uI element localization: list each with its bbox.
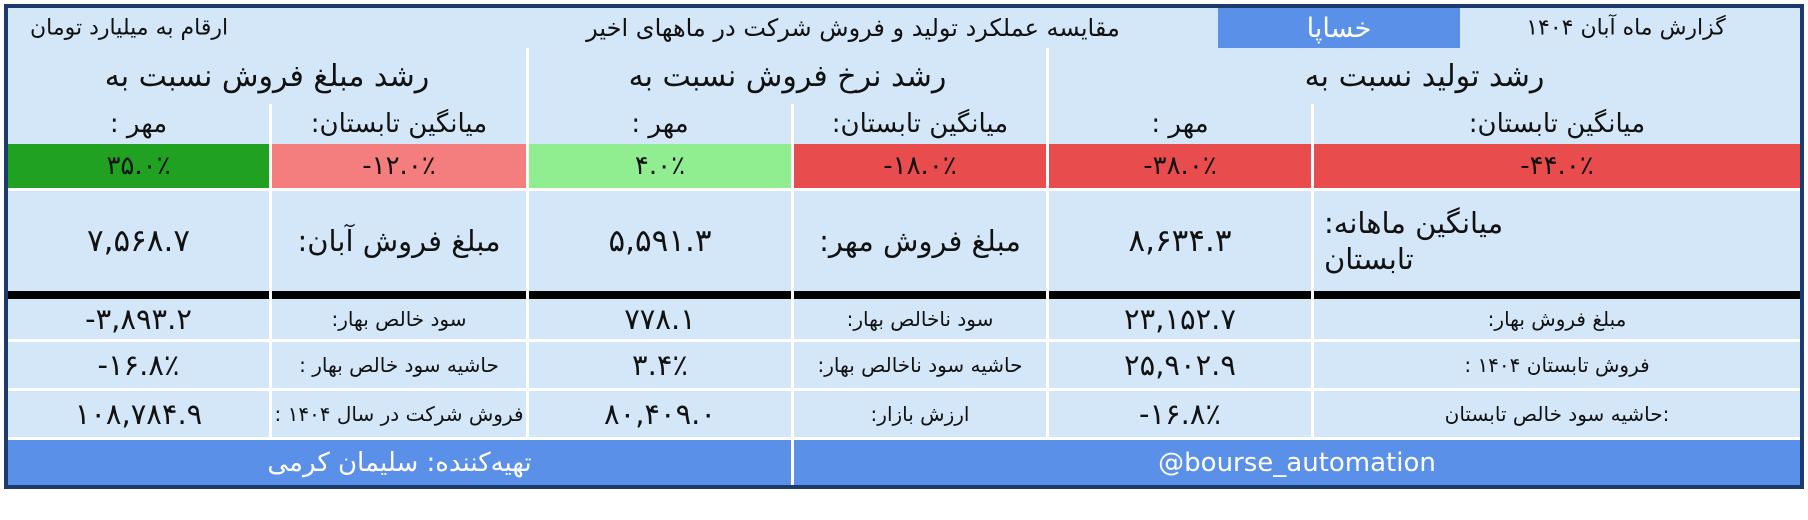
- label-text: :حاشیه سود خالص تابستان: [1444, 402, 1670, 426]
- detail-value: ۲۳,۱۵۲.۷: [1049, 291, 1311, 339]
- ticker-badge: خساپا: [1218, 8, 1460, 48]
- report-date-label: گزارش ماه آبان ۱۴۰۴: [1526, 15, 1726, 41]
- aban-sales-label: مبلغ فروش آبان:: [272, 191, 526, 291]
- group-title-row: رشد تولید نسبت به رشد نرخ فروش نسبت به ر…: [8, 48, 1800, 104]
- value-text: -۳,۸۹۳.۲: [85, 302, 192, 336]
- growth-row: -۴۴.۰٪ -۳۸.۰٪ -۱۸.۰٪ ۴.۰٪ -۱۲.۰٪ ۳۵.۰٪: [8, 144, 1800, 188]
- growth-value: -۱۸.۰٪: [883, 151, 957, 181]
- growth-cell-production-summer: -۴۴.۰٪: [1314, 144, 1800, 188]
- report-table: گزارش ماه آبان ۱۴۰۴ خساپا مقایسه عملکرد …: [4, 4, 1804, 489]
- growth-value: ۴.۰٪: [634, 151, 686, 181]
- detail-value: ۲۵,۹۰۲.۹: [1049, 342, 1311, 388]
- growth-cell-amount-summer: -۱۲.۰٪: [272, 144, 526, 188]
- value-text: ۳.۴٪: [632, 348, 688, 382]
- value-text: ۵,۵۹۱.۳: [608, 223, 712, 259]
- group-title-text: رشد تولید نسبت به: [1304, 58, 1545, 94]
- subheader-text: میانگین تابستان:: [1468, 109, 1646, 139]
- label-text: حاشیه سود خالص بهار :: [299, 353, 499, 377]
- value-text: ۱۰۸,۷۸۴.۹: [74, 397, 203, 431]
- growth-value: -۱۲.۰٪: [362, 151, 436, 181]
- growth-value: -۳۸.۰٪: [1143, 151, 1217, 181]
- detail-label: فروش تابستان ۱۴۰۴ :: [1314, 342, 1800, 388]
- summer-monthly-avg-label: میانگین ماهانه: تابستان: [1314, 191, 1800, 291]
- subheader-cell: میانگین تابستان:: [794, 104, 1046, 144]
- detail-label: حاشیه سود خالص بهار :: [272, 342, 526, 388]
- label-text: فروش شرکت در سال ۱۴۰۴ :: [274, 402, 524, 426]
- subheader-text: مهر :: [1151, 109, 1209, 139]
- group-title-text: رشد مبلغ فروش نسبت به: [104, 58, 430, 94]
- channel-handle: @bourse_automation: [1158, 447, 1436, 478]
- detail-value: ۷۷۸.۱: [529, 291, 791, 339]
- mehr-sales-label: مبلغ فروش مهر:: [794, 191, 1046, 291]
- value-text: ۸۰,۴۰۹.۰: [604, 397, 716, 431]
- subheader-text: مهر :: [109, 109, 168, 139]
- subheader-cell: مهر :: [529, 104, 791, 144]
- detail-label: سود خالص بهار:: [272, 291, 526, 339]
- sales-row: میانگین ماهانه: تابستان ۸,۶۳۴.۳ مبلغ فرو…: [8, 191, 1800, 291]
- detail-label: حاشیه سود ناخالص بهار:: [794, 342, 1046, 388]
- detail-row-2: فروش تابستان ۱۴۰۴ : ۲۵,۹۰۲.۹ حاشیه سود ن…: [8, 342, 1800, 388]
- label-text: مبلغ فروش مهر:: [819, 224, 1021, 258]
- detail-value: -۱۶.۸٪: [8, 342, 269, 388]
- channel-banner: @bourse_automation: [794, 440, 1800, 485]
- group-title-text: رشد نرخ فروش نسبت به: [628, 58, 947, 94]
- detail-value: ۱۰۸,۷۸۴.۹: [8, 391, 269, 437]
- detail-value: ۳.۴٪: [529, 342, 791, 388]
- growth-cell-production-mehr: -۳۸.۰٪: [1049, 144, 1311, 188]
- growth-cell-rate-mehr: ۴.۰٪: [529, 144, 791, 188]
- report-title: مقایسه عملکرد تولید و فروش شرکت در ماهها…: [586, 14, 1120, 42]
- growth-value: -۴۴.۰٪: [1520, 151, 1594, 181]
- header-strip: گزارش ماه آبان ۱۴۰۴ خساپا مقایسه عملکرد …: [8, 8, 1800, 48]
- detail-label: فروش شرکت در سال ۱۴۰۴ :: [272, 391, 526, 437]
- value-text: ۲۳,۱۵۲.۷: [1124, 302, 1236, 336]
- label-text: سود ناخالص بهار:: [846, 307, 994, 331]
- detail-label: ارزش بازار:: [794, 391, 1046, 437]
- aban-sales-value: ۷,۵۶۸.۷: [8, 191, 269, 291]
- detail-row-1: مبلغ فروش بهار: ۲۳,۱۵۲.۷ سود ناخالص بهار…: [8, 291, 1800, 339]
- value-text: -۱۶.۸٪: [1139, 397, 1221, 431]
- subheader-cell: مهر :: [8, 104, 269, 144]
- subheader-text: میانگین تابستان:: [310, 109, 488, 139]
- group-title-sales-amount: رشد مبلغ فروش نسبت به: [8, 48, 526, 104]
- value-text: ۲۵,۹۰۲.۹: [1124, 348, 1236, 382]
- subheader-cell: مهر :: [1049, 104, 1311, 144]
- subheader-text: مهر :: [631, 109, 689, 139]
- label-line: میانگین ماهانه:: [1324, 205, 1504, 240]
- label-text: سود خالص بهار:: [331, 307, 467, 331]
- group-title-production: رشد تولید نسبت به: [1049, 48, 1800, 104]
- credit-text: تهیه‌کننده: سلیمان کرمی: [267, 447, 532, 478]
- credit-banner: تهیه‌کننده: سلیمان کرمی: [8, 440, 791, 485]
- value-text: -۱۶.۸٪: [97, 348, 180, 382]
- label-text: فروش تابستان ۱۴۰۴ :: [1464, 353, 1650, 377]
- growth-cell-amount-mehr: ۳۵.۰٪: [8, 144, 269, 188]
- value-text: ۷,۵۶۸.۷: [87, 223, 190, 259]
- group-title-sales-rate: رشد نرخ فروش نسبت به: [529, 48, 1046, 104]
- summer-monthly-avg-value: ۸,۶۳۴.۳: [1049, 191, 1311, 291]
- detail-label: مبلغ فروش بهار:: [1314, 291, 1800, 339]
- subheader-row: میانگین تابستان: مهر : میانگین تابستان: …: [8, 104, 1800, 144]
- label-text: حاشیه سود ناخالص بهار:: [817, 353, 1023, 377]
- value-text: ۸,۶۳۴.۳: [1128, 223, 1232, 259]
- unit-note: ارقام به میلیارد تومان: [30, 15, 229, 41]
- detail-value: -۱۶.۸٪: [1049, 391, 1311, 437]
- detail-label: سود ناخالص بهار:: [794, 291, 1046, 339]
- growth-cell-rate-summer: -۱۸.۰٪: [794, 144, 1046, 188]
- header-row: گزارش ماه آبان ۱۴۰۴ خساپا مقایسه عملکرد …: [8, 8, 1800, 48]
- detail-value: ۸۰,۴۰۹.۰: [529, 391, 791, 437]
- label-text: ارزش بازار:: [870, 402, 970, 426]
- label-line: تابستان: [1324, 242, 1414, 276]
- footer-row: @bourse_automation تهیه‌کننده: سلیمان کر…: [8, 440, 1800, 485]
- detail-value: -۳,۸۹۳.۲: [8, 291, 269, 339]
- growth-value: ۳۵.۰٪: [106, 151, 171, 181]
- mehr-sales-value: ۵,۵۹۱.۳: [529, 191, 791, 291]
- label-text: مبلغ فروش بهار:: [1487, 307, 1627, 331]
- label-text: مبلغ فروش آبان:: [297, 224, 501, 258]
- subheader-cell: میانگین تابستان:: [1314, 104, 1800, 144]
- detail-label: :حاشیه سود خالص تابستان: [1314, 391, 1800, 437]
- value-text: ۷۷۸.۱: [624, 302, 696, 336]
- subheader-cell: میانگین تابستان:: [272, 104, 526, 144]
- subheader-text: میانگین تابستان:: [831, 109, 1009, 139]
- detail-row-3: :حاشیه سود خالص تابستان -۱۶.۸٪ ارزش بازا…: [8, 391, 1800, 437]
